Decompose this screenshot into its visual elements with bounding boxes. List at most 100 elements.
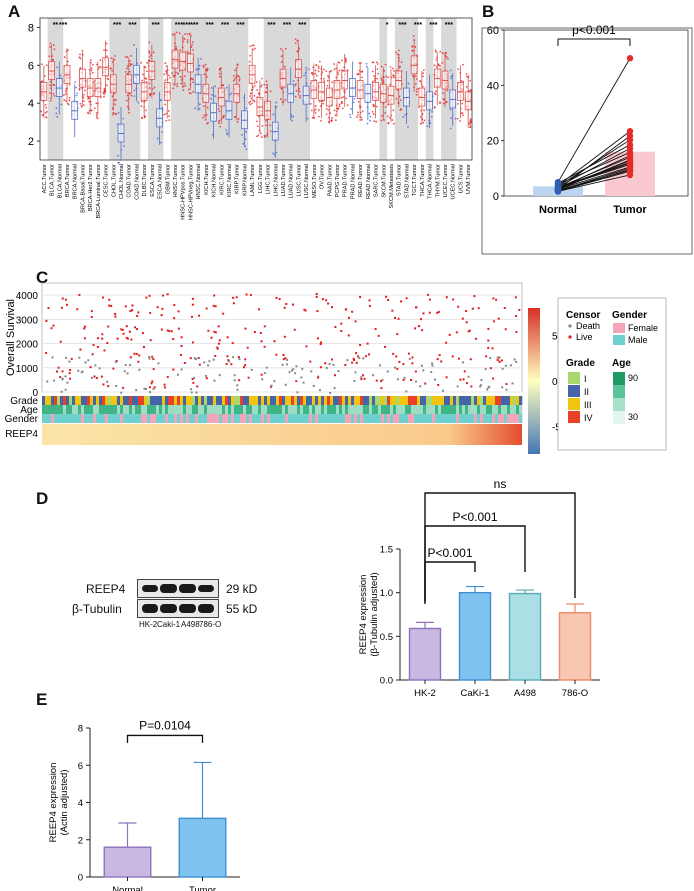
live-point (172, 338, 175, 341)
live-point (101, 337, 104, 340)
sample-point (320, 119, 322, 122)
death-point (120, 391, 123, 394)
sample-point (233, 78, 236, 80)
significance-mark: *** (236, 22, 244, 29)
sample-point (326, 84, 329, 87)
grade-cell (180, 396, 184, 405)
age-cell (294, 405, 298, 414)
sample-point (253, 94, 256, 97)
grade-cell (267, 396, 271, 405)
gender-cell (69, 414, 73, 423)
live-point (61, 370, 64, 373)
age-cell (363, 405, 367, 414)
grade-cell (360, 396, 364, 405)
live-point (363, 377, 366, 380)
live-point (128, 330, 131, 333)
sample-point (75, 86, 77, 89)
gender-cell (48, 414, 52, 423)
grade-cell (456, 396, 460, 405)
grade-cell (495, 396, 499, 405)
sample-point (49, 80, 52, 83)
age-cell (513, 405, 517, 414)
sample-point (412, 35, 415, 37)
gender-cell (438, 414, 442, 423)
grade-cell (249, 396, 253, 405)
grade-cell (330, 396, 334, 405)
live-point (495, 298, 498, 301)
y-axis-label: (Actin adjusted) (59, 769, 70, 835)
gender-cell (198, 414, 202, 423)
live-point (333, 374, 336, 377)
sample-point (269, 124, 271, 127)
sample-point (49, 42, 52, 45)
x-tick-label: CaKi-1 (460, 688, 489, 699)
live-point (259, 331, 262, 334)
sample-point (433, 106, 436, 109)
age-cell (444, 405, 448, 414)
sample-point (391, 67, 394, 70)
sample-point (129, 63, 132, 65)
live-point (351, 361, 354, 364)
gender-cell (492, 414, 496, 423)
sample-point (327, 74, 329, 77)
live-point (129, 310, 132, 313)
death-point (135, 389, 138, 392)
sample-point (249, 100, 252, 103)
live-point (270, 385, 273, 388)
live-point (387, 299, 390, 302)
y-tick-label: 1.0 (380, 588, 393, 599)
grade-cell (429, 396, 433, 405)
sample-point (373, 79, 376, 82)
grade-cell (48, 396, 52, 405)
sample-point (349, 116, 352, 119)
live-point (173, 317, 176, 320)
sample-point (180, 79, 183, 81)
grade-cell (375, 396, 379, 405)
sample-point (152, 51, 155, 54)
sample-point (280, 88, 283, 90)
live-point (122, 332, 125, 335)
live-point (515, 315, 518, 318)
p-value-label: p<0.001 (572, 23, 616, 37)
death-point (456, 385, 459, 388)
sample-point (191, 41, 194, 44)
legend-item: I (584, 374, 587, 384)
live-point (466, 382, 469, 385)
sample-point (175, 31, 178, 34)
live-point (225, 363, 228, 366)
grade-cell (273, 396, 277, 405)
gender-cell (204, 414, 208, 423)
grade-cell (108, 396, 112, 405)
grade-cell (105, 396, 109, 405)
death-point (405, 390, 408, 393)
live-point (334, 326, 337, 329)
significance-mark: *** (59, 22, 67, 29)
legend-male-swatch (613, 335, 625, 345)
age-cell (336, 405, 340, 414)
sample-point (330, 119, 333, 122)
age-cell (309, 405, 313, 414)
death-point (317, 375, 320, 378)
sample-point (416, 78, 418, 80)
panel-label-b: B (482, 2, 495, 21)
sample-point (260, 85, 262, 88)
live-point (216, 347, 219, 350)
grade-cell (342, 396, 346, 405)
sample-point (357, 100, 360, 103)
grade-cell (51, 396, 55, 405)
sample-point (456, 117, 459, 120)
live-point (131, 304, 134, 307)
age-cell (351, 405, 355, 414)
sample-point (153, 86, 156, 89)
gender-cell (276, 414, 280, 423)
live-point (45, 319, 48, 322)
grade-cell (507, 396, 511, 405)
age-cell (339, 405, 343, 414)
live-point (60, 306, 63, 309)
blot-band (198, 585, 214, 592)
death-point (513, 358, 516, 361)
live-point (90, 310, 93, 313)
x-tick-label: PCPG.Tumor (335, 164, 341, 197)
grade-cell (378, 396, 382, 405)
